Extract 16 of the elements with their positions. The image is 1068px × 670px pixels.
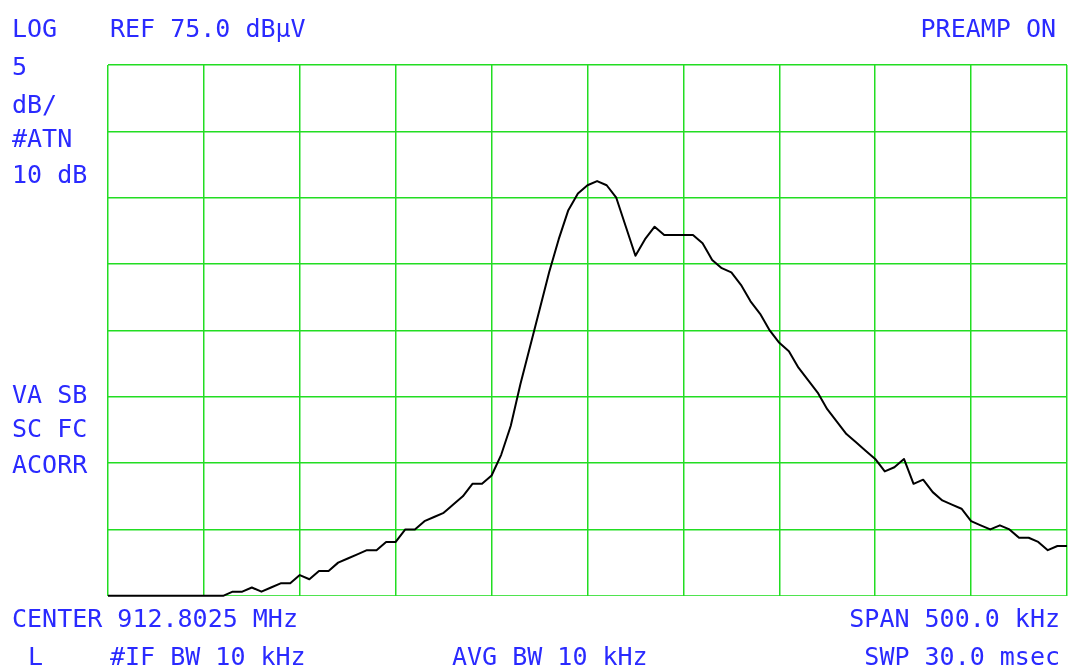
text: AVG BW 10 kHz xyxy=(452,642,648,670)
text: #IF BW 10 kHz xyxy=(110,642,306,670)
text: CENTER 912.8025 MHz xyxy=(12,604,298,634)
text: SC FC xyxy=(12,414,88,444)
text: VA SB xyxy=(12,380,88,410)
text: SPAN 500.0 kHz xyxy=(849,604,1060,634)
text: REF 75.0 dBμV xyxy=(110,14,306,44)
text: dB/ xyxy=(12,90,58,120)
text: 10 dB xyxy=(12,160,88,190)
text: PREAMP ON xyxy=(920,14,1056,44)
text: L xyxy=(28,642,44,670)
text: 5 xyxy=(12,52,28,82)
text: SWP 30.0 msec xyxy=(864,642,1060,670)
text: ACORR xyxy=(12,450,88,480)
text: #ATN xyxy=(12,124,73,154)
text: LOG xyxy=(12,14,58,44)
